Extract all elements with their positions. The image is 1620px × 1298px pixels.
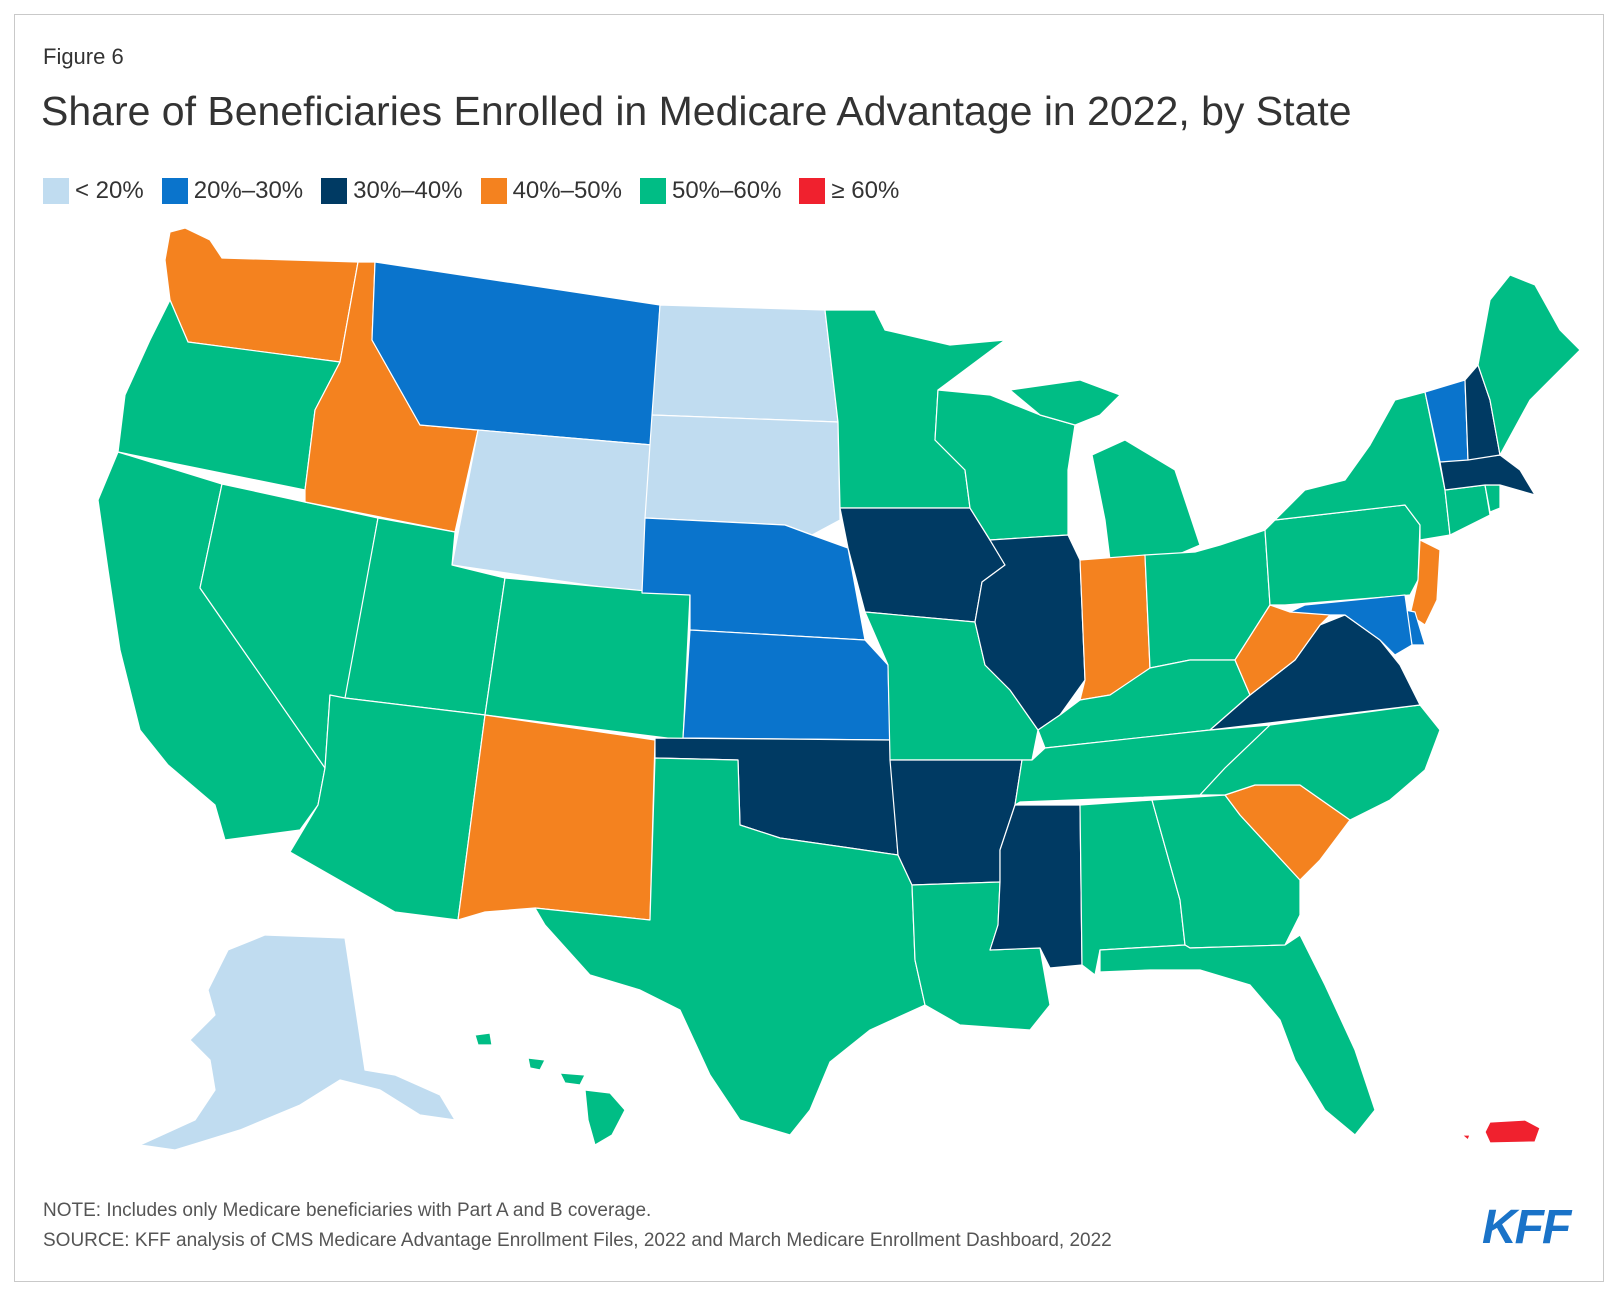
state-PA <box>1264 504 1421 606</box>
legend-swatch <box>321 178 348 204</box>
state-WY <box>451 429 653 594</box>
state-HI <box>474 1032 626 1146</box>
state-ME <box>1477 274 1581 456</box>
legend-item-50to60: 50%–60% <box>639 177 782 205</box>
footnote-source: SOURCE: KFF analysis of CMS Medicare Adv… <box>43 1230 1112 1251</box>
legend-item-ge60: ≥ 60% <box>799 177 899 205</box>
state-IL <box>974 534 1086 731</box>
figure-frame <box>14 14 1604 1282</box>
state-AK <box>139 934 456 1151</box>
state-PR <box>1461 1119 1541 1144</box>
figure-label: Figure 6 <box>43 44 124 69</box>
state-WA <box>164 227 359 363</box>
legend-label: ≥ 60% <box>831 177 900 204</box>
legend-label: 50%–60% <box>671 177 782 204</box>
footnote-note: NOTE: Includes only Medicare beneficiari… <box>43 1200 652 1221</box>
state-NJ <box>1409 539 1441 626</box>
state-MD <box>1289 594 1413 656</box>
legend: < 20% 20%–30% 30%–40% 40%–50% 50%–60% ≥ … <box>43 177 917 205</box>
state-NM <box>457 714 656 921</box>
legend-item-20to30: 20%–30% <box>161 177 304 205</box>
legend-swatch <box>639 178 666 204</box>
state-MA <box>1439 454 1536 496</box>
legend-label: 20%–30% <box>193 177 304 204</box>
legend-swatch <box>799 178 826 204</box>
legend-swatch <box>43 178 69 204</box>
legend-label: 30%–40% <box>353 177 463 204</box>
legend-item-lt20: < 20% <box>43 177 144 205</box>
state-SD <box>644 414 841 536</box>
legend-label: < 20% <box>75 177 144 204</box>
state-ND <box>651 304 839 423</box>
state-TX <box>534 757 926 1136</box>
chart-title: Share of Beneficiaries Enrolled in Medic… <box>41 88 1352 134</box>
legend-label: 40%–50% <box>512 177 622 204</box>
state-KS <box>682 629 891 741</box>
state-CO <box>484 577 691 741</box>
legend-item-30to40: 30%–40% <box>321 177 463 205</box>
state-MT <box>371 261 661 446</box>
state-NC <box>1199 704 1441 821</box>
legend-item-40to50: 40%–50% <box>480 177 622 205</box>
legend-swatch <box>161 178 188 204</box>
state-CT <box>1444 484 1491 536</box>
kff-logo[interactable]: KFF <box>1482 1201 1571 1254</box>
legend-swatch <box>480 178 507 204</box>
state-FL <box>1099 934 1376 1136</box>
